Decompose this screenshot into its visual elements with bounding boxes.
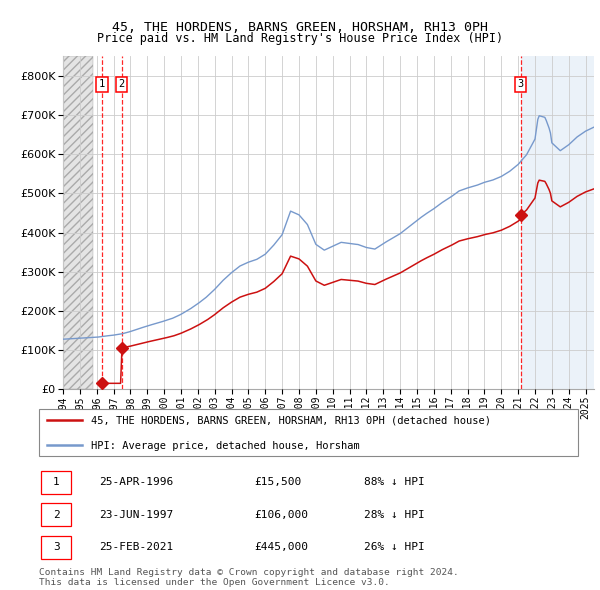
Text: £445,000: £445,000 — [254, 542, 308, 552]
FancyBboxPatch shape — [41, 503, 71, 526]
Text: 1: 1 — [99, 80, 105, 89]
Text: £15,500: £15,500 — [254, 477, 302, 487]
Text: 25-APR-1996: 25-APR-1996 — [99, 477, 173, 487]
FancyBboxPatch shape — [39, 409, 578, 455]
Text: 2: 2 — [119, 80, 125, 89]
FancyBboxPatch shape — [41, 536, 71, 559]
Text: 25-FEB-2021: 25-FEB-2021 — [99, 542, 173, 552]
Text: 3: 3 — [53, 542, 60, 552]
Text: 3: 3 — [518, 80, 524, 89]
Text: 26% ↓ HPI: 26% ↓ HPI — [364, 542, 424, 552]
Text: HPI: Average price, detached house, Horsham: HPI: Average price, detached house, Hors… — [91, 441, 359, 451]
Text: 45, THE HORDENS, BARNS GREEN, HORSHAM, RH13 0PH (detached house): 45, THE HORDENS, BARNS GREEN, HORSHAM, R… — [91, 415, 491, 425]
Text: Price paid vs. HM Land Registry's House Price Index (HPI): Price paid vs. HM Land Registry's House … — [97, 32, 503, 45]
Text: Contains HM Land Registry data © Crown copyright and database right 2024.
This d: Contains HM Land Registry data © Crown c… — [39, 568, 459, 587]
Text: 1: 1 — [53, 477, 60, 487]
Text: 45, THE HORDENS, BARNS GREEN, HORSHAM, RH13 0PH: 45, THE HORDENS, BARNS GREEN, HORSHAM, R… — [112, 21, 488, 34]
Text: 2: 2 — [53, 510, 60, 520]
Bar — [521, 56, 594, 389]
Text: 28% ↓ HPI: 28% ↓ HPI — [364, 510, 424, 520]
Text: 88% ↓ HPI: 88% ↓ HPI — [364, 477, 424, 487]
FancyBboxPatch shape — [41, 471, 71, 494]
Bar — [63, 56, 92, 389]
Text: £106,000: £106,000 — [254, 510, 308, 520]
Text: 23-JUN-1997: 23-JUN-1997 — [99, 510, 173, 520]
